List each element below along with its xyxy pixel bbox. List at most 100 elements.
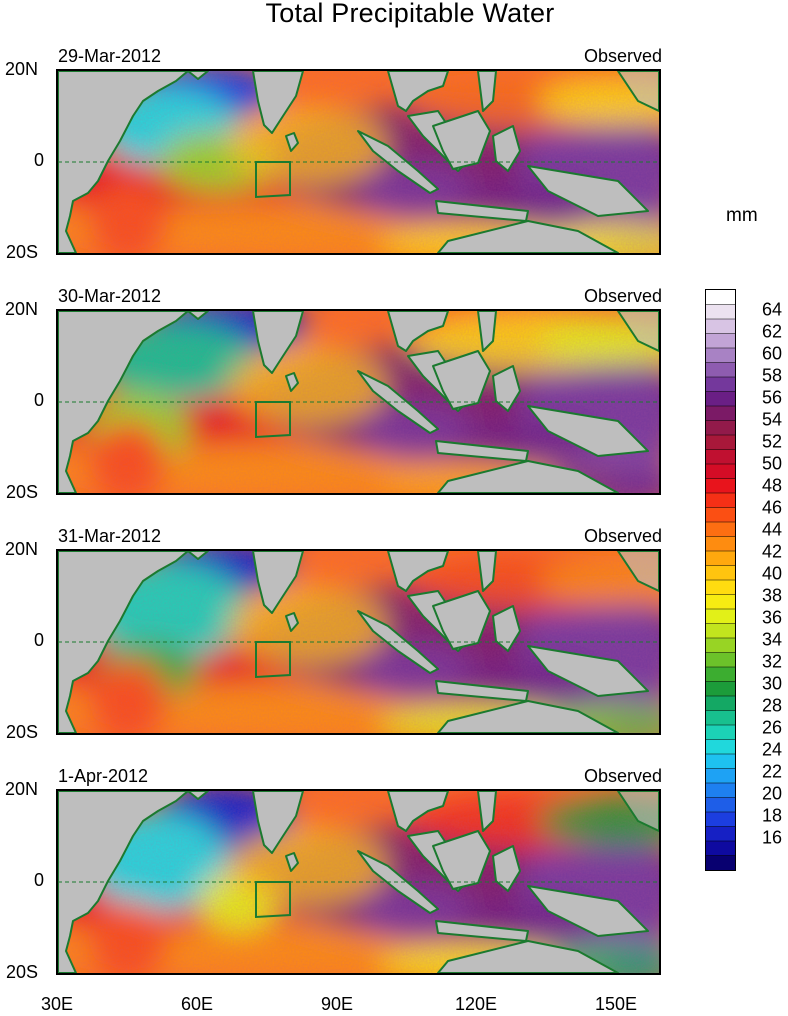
australia-land (437, 700, 619, 733)
y-tick-20s: 20S (5, 722, 38, 742)
y-tick-20n: 20N (4, 539, 38, 559)
colorbar-swatch (706, 783, 735, 798)
colorbar-swatch (706, 652, 735, 668)
tpw-map-frame (56, 549, 661, 735)
tpw-panel: 29-Mar-2012 Observed 20N 0 20S (0, 46, 700, 286)
colorbar-tick-label: 34 (762, 629, 783, 650)
colorbar-swatch (706, 551, 735, 566)
colorbar-swatch (706, 304, 735, 320)
colorbar-swatch (706, 536, 735, 552)
colorbar-swatch (706, 638, 735, 653)
x-tick-30e: 30E (40, 994, 74, 1014)
colorbar-tick-label: 38 (762, 585, 783, 606)
colorbar-unit: mm (726, 205, 758, 226)
colorbar-swatch (706, 333, 735, 349)
pacific-islands-land (617, 71, 659, 112)
pacific-islands-land (617, 791, 659, 832)
colorbar-swatch (706, 290, 735, 305)
analysis-region-box (255, 641, 291, 679)
colorbar-swatch (706, 565, 735, 581)
sulawesi-land (492, 125, 521, 172)
colorbar-tick-label: 24 (762, 739, 783, 760)
india-land (252, 71, 304, 134)
y-tick-20n: 20N (4, 779, 38, 799)
sri-lanka-land (285, 612, 299, 632)
borneo-land (432, 110, 491, 170)
philippines-land (477, 551, 497, 592)
tpw-field-map (58, 551, 659, 733)
pacific-islands-land (617, 551, 659, 592)
colorbar-swatch (706, 667, 735, 682)
colorbar-tick-label: 18 (762, 805, 783, 826)
southeast-asia-land (387, 311, 449, 352)
panel-observed-label: Observed (583, 46, 662, 66)
colorbar-swatch (706, 609, 735, 624)
india-land (252, 311, 304, 374)
sri-lanka-land (285, 852, 299, 872)
tpw-panel: 30-Mar-2012 Observed 20N 0 20S (0, 286, 700, 526)
colorbar-swatch (706, 391, 735, 407)
colorbar-swatch (706, 449, 735, 465)
colorbar-tick-label: 62 (762, 321, 783, 342)
y-tick-20s: 20S (5, 482, 38, 502)
colorbar-swatch (706, 493, 735, 508)
colorbar-swatch (706, 681, 735, 697)
figure-title: Total Precipitable Water (265, 0, 555, 28)
colorbar-swatch (706, 507, 735, 523)
southeast-asia-land (387, 791, 449, 832)
tpw-field-map (58, 311, 659, 493)
y-tick-equator: 0 (33, 630, 44, 650)
colorbar-swatch (706, 739, 735, 755)
colorbar-swatch (706, 797, 735, 813)
colorbar-swatch (706, 841, 735, 856)
australia-land (437, 220, 619, 253)
new-guinea-land (527, 405, 649, 457)
arabia-tip-land (187, 311, 209, 320)
y-tick-equator: 0 (33, 150, 44, 170)
africa-land (58, 791, 189, 973)
africa-land (58, 311, 189, 493)
philippines-land (477, 311, 497, 352)
india-land (252, 791, 304, 854)
colorbar-swatch (706, 754, 735, 769)
x-tick-90e: 90E (320, 994, 354, 1014)
colorbar-tick-label: 46 (762, 497, 783, 518)
colorbar-swatch (706, 406, 735, 421)
analysis-region-box (255, 401, 291, 439)
colorbar-tick-label: 40 (762, 563, 783, 584)
colorbar-tick-label: 50 (762, 453, 783, 474)
analysis-region-box (255, 161, 291, 199)
colorbar-tick-label: 44 (762, 519, 783, 540)
sulawesi-land (492, 845, 521, 892)
colorbar-tick-label: 60 (762, 343, 783, 364)
colorbar-tick-label: 52 (762, 431, 783, 452)
tpw-panel: 1-Apr-2012 Observed 20N 0 20S (0, 766, 700, 1006)
borneo-land (432, 590, 491, 650)
tpw-map-frame (56, 69, 661, 255)
panel-observed-label: Observed (583, 286, 662, 306)
philippines-land (477, 791, 497, 832)
x-tick-120e: 120E (454, 994, 498, 1014)
colorbar-swatch (706, 362, 735, 378)
panel-observed-label: Observed (583, 766, 662, 786)
colorbar-tick-label: 64 (762, 299, 783, 320)
colorbar-tick-label: 30 (762, 673, 783, 694)
colorbar-swatch (706, 522, 735, 537)
borneo-land (432, 830, 491, 890)
colorbar-swatch (706, 710, 735, 726)
tpw-panel: 31-Mar-2012 Observed 20N 0 20S (0, 526, 700, 766)
sulawesi-land (492, 365, 521, 412)
tpw-field-map (58, 71, 659, 253)
colorbar-tick-label: 32 (762, 651, 783, 672)
new-guinea-land (527, 165, 649, 217)
y-tick-equator: 0 (33, 870, 44, 890)
southeast-asia-land (387, 551, 449, 592)
x-tick-150e: 150E (594, 994, 638, 1014)
colorbar-swatch (706, 725, 735, 740)
panel-date: 31-Mar-2012 (58, 526, 162, 546)
colorbar-tick-label: 56 (762, 387, 783, 408)
colorbar-tick-label: 58 (762, 365, 783, 386)
colorbar-swatch (706, 420, 735, 436)
arabia-tip-land (187, 551, 209, 560)
colorbar-tick-label: 16 (762, 827, 783, 848)
